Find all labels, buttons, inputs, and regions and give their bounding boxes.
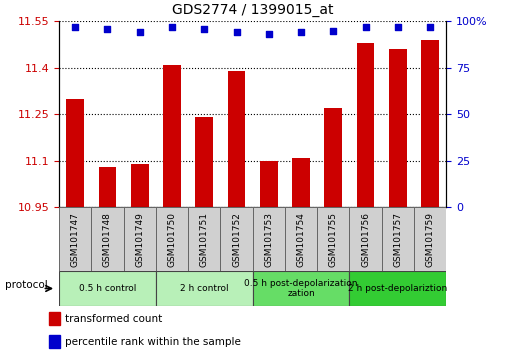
Bar — [357, 43, 374, 207]
Point — [71, 24, 79, 30]
Text: percentile rank within the sample: percentile rank within the sample — [65, 337, 241, 347]
Text: 2 h post-depolariztion: 2 h post-depolariztion — [348, 284, 447, 293]
Text: 0.5 h post-depolarization
zation: 0.5 h post-depolarization zation — [244, 279, 358, 298]
Text: GSM101756: GSM101756 — [361, 212, 370, 267]
Point — [329, 28, 338, 33]
Title: GDS2774 / 1399015_at: GDS2774 / 1399015_at — [172, 4, 333, 17]
Point — [103, 26, 111, 32]
Bar — [49, 335, 61, 348]
Bar — [91, 207, 124, 271]
Bar — [349, 207, 382, 271]
Bar — [382, 207, 414, 271]
Text: GSM101749: GSM101749 — [135, 212, 144, 267]
Text: protocol: protocol — [5, 280, 48, 290]
Point — [426, 24, 435, 30]
Text: transformed count: transformed count — [65, 314, 162, 324]
Bar — [421, 40, 439, 207]
Point — [232, 29, 241, 35]
Bar — [228, 71, 245, 207]
Bar — [156, 271, 252, 306]
Bar — [195, 117, 213, 207]
Bar — [252, 271, 349, 306]
Bar — [260, 161, 278, 207]
Text: GSM101754: GSM101754 — [297, 212, 306, 267]
Point — [394, 24, 402, 30]
Point — [168, 24, 176, 30]
Text: GSM101759: GSM101759 — [426, 212, 435, 267]
Bar — [349, 271, 446, 306]
Text: 2 h control: 2 h control — [180, 284, 229, 293]
Bar — [414, 207, 446, 271]
Bar — [131, 164, 149, 207]
Point — [297, 29, 305, 35]
Text: GSM101750: GSM101750 — [167, 212, 176, 267]
Text: GSM101755: GSM101755 — [329, 212, 338, 267]
Bar — [317, 207, 349, 271]
Text: GSM101751: GSM101751 — [200, 212, 209, 267]
Text: GSM101748: GSM101748 — [103, 212, 112, 267]
Point — [135, 29, 144, 35]
Bar — [389, 49, 407, 207]
Point — [362, 24, 370, 30]
Text: GSM101757: GSM101757 — [393, 212, 402, 267]
Text: 0.5 h control: 0.5 h control — [78, 284, 136, 293]
Text: GSM101753: GSM101753 — [264, 212, 273, 267]
Text: GSM101747: GSM101747 — [71, 212, 80, 267]
Bar — [59, 207, 91, 271]
Bar — [252, 207, 285, 271]
Bar — [221, 207, 252, 271]
Bar — [324, 108, 342, 207]
Bar — [66, 99, 84, 207]
Bar — [292, 158, 310, 207]
Point — [200, 26, 208, 32]
Bar — [188, 207, 221, 271]
Bar — [98, 167, 116, 207]
Bar — [59, 271, 156, 306]
Bar — [49, 312, 61, 325]
Point — [265, 32, 273, 37]
Bar — [285, 207, 317, 271]
Bar — [163, 65, 181, 207]
Text: GSM101752: GSM101752 — [232, 212, 241, 267]
Bar — [156, 207, 188, 271]
Bar — [124, 207, 156, 271]
